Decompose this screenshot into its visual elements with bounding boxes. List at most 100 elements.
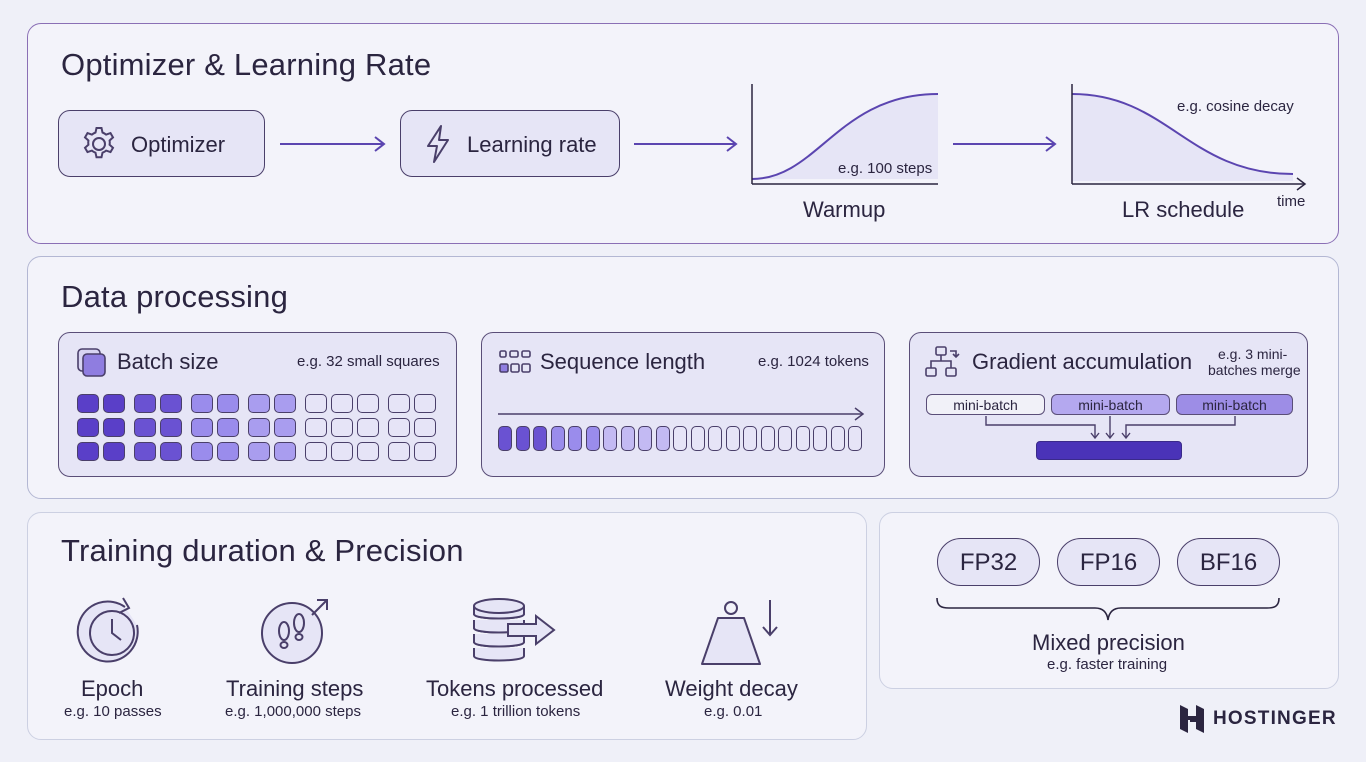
merged-batch-bar — [1036, 441, 1182, 460]
precision-brace — [936, 597, 1280, 621]
tokens-processed-label: Tokens processed — [426, 676, 604, 701]
token-block — [795, 426, 810, 451]
batch-square — [248, 442, 270, 461]
mini-batch-chip: mini-batch — [1176, 394, 1293, 415]
token-block — [708, 426, 722, 451]
lr-schedule-label: LR schedule — [1122, 197, 1245, 222]
token-block — [498, 426, 512, 451]
arrow-right-icon — [953, 136, 1057, 152]
token-blocks-icon — [499, 350, 531, 373]
batch-squares-grid — [77, 394, 442, 462]
learning-rate-box: Learning rate — [400, 110, 620, 177]
epoch-label: Epoch — [81, 676, 144, 701]
batch-square — [388, 442, 410, 461]
hostinger-logo-icon — [1180, 705, 1204, 733]
precision-pill-bf16: BF16 — [1177, 538, 1280, 586]
batch-square — [217, 394, 239, 413]
token-block — [778, 426, 792, 451]
batch-square — [248, 418, 270, 437]
token-block — [760, 426, 775, 451]
batch-square — [331, 418, 353, 437]
batch-square — [388, 394, 410, 413]
precision-pill-fp32: FP32 — [937, 538, 1040, 586]
batch-square — [77, 442, 99, 461]
batch-size-label: Batch size — [117, 349, 219, 374]
batch-square — [305, 442, 327, 461]
batch-square — [248, 394, 270, 413]
token-block — [515, 426, 530, 451]
token-block — [585, 426, 600, 451]
lightning-icon — [427, 125, 449, 163]
gradient-note-line1: e.g. 3 mini- — [1218, 346, 1288, 362]
optimizer-section-title: Optimizer & Learning Rate — [61, 47, 432, 82]
batch-size-card: Batch size e.g. 32 small squares — [58, 332, 457, 477]
batch-square — [103, 442, 125, 461]
batch-square — [160, 442, 182, 461]
warmup-label: Warmup — [803, 197, 886, 222]
batch-square — [160, 394, 182, 413]
sequence-arrow — [498, 407, 865, 421]
footsteps-icon — [261, 599, 328, 664]
tokens-processed-note: e.g. 1 trillion tokens — [451, 703, 581, 720]
mini-batch-chip: mini-batch — [926, 394, 1045, 415]
lr-schedule-axis-label: time — [1277, 193, 1306, 210]
weight-decay-label: Weight decay — [665, 676, 798, 701]
arrow-right-icon — [634, 136, 738, 152]
weight-down-icon — [701, 600, 778, 665]
batch-size-note: e.g. 32 small squares — [297, 353, 440, 370]
token-block — [848, 426, 862, 451]
token-block — [603, 426, 617, 451]
batch-square — [305, 418, 327, 437]
token-block — [550, 426, 565, 451]
batch-square — [191, 418, 213, 437]
merge-arrows — [985, 416, 1236, 440]
batch-square — [274, 442, 296, 461]
token-block — [673, 426, 687, 451]
batch-square — [103, 418, 125, 437]
precision-pill-fp16: FP16 — [1057, 538, 1160, 586]
stacked-squares-icon — [77, 348, 106, 377]
learning-rate-label: Learning rate — [467, 132, 597, 157]
batch-square — [274, 394, 296, 413]
lr-schedule-note: e.g. cosine decay — [1177, 98, 1294, 115]
sequence-length-card: Sequence length e.g. 1024 tokens — [481, 332, 885, 477]
batch-square — [357, 442, 379, 461]
token-block — [638, 426, 652, 451]
database-arrow-icon — [473, 598, 556, 662]
gradient-accumulation-label: Gradient accumulation — [972, 349, 1193, 374]
batch-square — [217, 418, 239, 437]
batch-square — [77, 394, 99, 413]
batch-square — [134, 442, 156, 461]
arrow-right-icon — [280, 136, 386, 152]
gradient-accumulation-card: Gradient accumulation e.g. 3 mini- batch… — [909, 332, 1308, 477]
token-block — [830, 426, 845, 451]
sequence-length-note: e.g. 1024 tokens — [758, 353, 869, 370]
token-block — [725, 426, 740, 451]
weight-decay-note: e.g. 0.01 — [704, 703, 763, 720]
batch-square — [160, 418, 182, 437]
optimizer-label: Optimizer — [131, 132, 226, 157]
batch-square — [134, 418, 156, 437]
batch-square — [274, 418, 296, 437]
batch-square — [103, 394, 125, 413]
batch-square — [191, 394, 213, 413]
training-section-title: Training duration & Precision — [61, 533, 464, 568]
brand-name: HOSTINGER — [1213, 708, 1337, 729]
gradient-note-line2: batches merge — [1208, 362, 1301, 378]
token-block — [690, 426, 705, 451]
batch-square — [191, 442, 213, 461]
token-block — [655, 426, 670, 451]
training-steps-note: e.g. 1,000,000 steps — [225, 703, 361, 720]
batch-square — [357, 418, 379, 437]
batch-square — [414, 394, 436, 413]
warmup-note: e.g. 100 steps — [838, 160, 933, 177]
data-section-title: Data processing — [61, 279, 289, 314]
batch-square — [305, 394, 327, 413]
batch-square — [217, 442, 239, 461]
gear-icon — [83, 127, 115, 159]
token-block — [813, 426, 827, 451]
mixed-precision-label: Mixed precision — [1032, 630, 1185, 655]
batch-square — [414, 442, 436, 461]
mixed-precision-note: e.g. faster training — [1047, 656, 1168, 673]
batch-square — [331, 394, 353, 413]
